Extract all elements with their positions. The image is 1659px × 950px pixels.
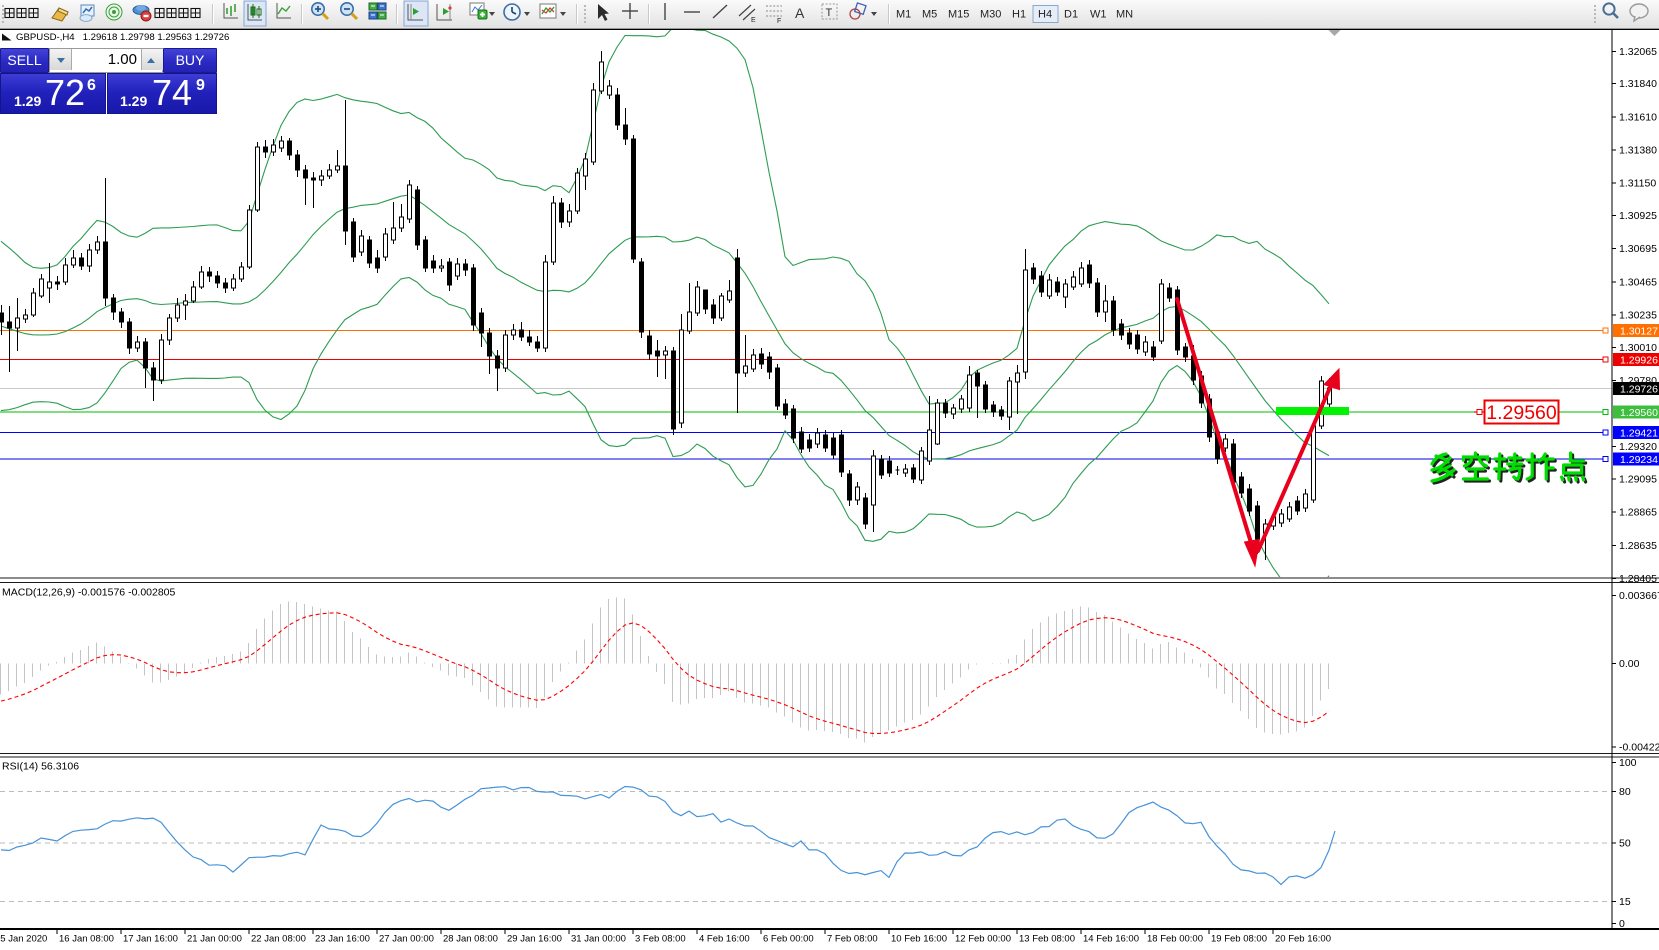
svg-text:1.31840: 1.31840 bbox=[1619, 78, 1657, 90]
svg-text:M5: M5 bbox=[922, 9, 937, 21]
svg-text:100: 100 bbox=[1619, 757, 1637, 769]
svg-text:1.28635: 1.28635 bbox=[1619, 540, 1657, 552]
svg-text:1.30127: 1.30127 bbox=[1620, 325, 1658, 337]
svg-text:1.29095: 1.29095 bbox=[1619, 474, 1657, 486]
svg-text:1.29560: 1.29560 bbox=[1620, 407, 1658, 419]
svg-text:15 Jan 2020: 15 Jan 2020 bbox=[0, 934, 47, 945]
svg-text:16 Jan 08:00: 16 Jan 08:00 bbox=[59, 934, 114, 945]
svg-text:T: T bbox=[826, 7, 833, 19]
svg-text:D1: D1 bbox=[1064, 9, 1078, 21]
svg-text:1.28865: 1.28865 bbox=[1619, 507, 1657, 519]
svg-text:3 Feb 08:00: 3 Feb 08:00 bbox=[635, 934, 686, 945]
svg-text:23 Jan 16:00: 23 Jan 16:00 bbox=[315, 934, 370, 945]
svg-text:H1: H1 bbox=[1012, 9, 1026, 21]
svg-text:RSI(14) 56.3106: RSI(14) 56.3106 bbox=[2, 761, 79, 773]
svg-text:20 Feb 16:00: 20 Feb 16:00 bbox=[1275, 934, 1331, 945]
svg-text:W1: W1 bbox=[1090, 9, 1107, 21]
svg-text:1.31380: 1.31380 bbox=[1619, 145, 1657, 157]
svg-text:M1: M1 bbox=[896, 9, 911, 21]
svg-text:F: F bbox=[777, 18, 781, 25]
svg-text:12 Feb 00:00: 12 Feb 00:00 bbox=[955, 934, 1011, 945]
svg-text:28 Jan 08:00: 28 Jan 08:00 bbox=[443, 934, 498, 945]
svg-text:18 Feb 00:00: 18 Feb 00:00 bbox=[1147, 934, 1203, 945]
svg-text:1.29926: 1.29926 bbox=[1620, 354, 1658, 366]
svg-text:MACD(12,26,9) -0.001576 -0.002: MACD(12,26,9) -0.001576 -0.002805 bbox=[2, 587, 176, 599]
svg-text:17 Jan 16:00: 17 Jan 16:00 bbox=[123, 934, 178, 945]
svg-text:1.30465: 1.30465 bbox=[1619, 276, 1657, 288]
svg-text:50: 50 bbox=[1619, 838, 1631, 850]
svg-text:80: 80 bbox=[1619, 786, 1631, 798]
svg-text:22 Jan 08:00: 22 Jan 08:00 bbox=[251, 934, 306, 945]
svg-text:27 Jan 00:00: 27 Jan 00:00 bbox=[379, 934, 434, 945]
svg-text:29 Jan 16:00: 29 Jan 16:00 bbox=[507, 934, 562, 945]
svg-text:1.29726: 1.29726 bbox=[1620, 383, 1658, 395]
svg-text:15: 15 bbox=[1619, 896, 1631, 908]
svg-text:H4: H4 bbox=[1038, 9, 1052, 21]
svg-text:0.003667: 0.003667 bbox=[1619, 590, 1659, 602]
svg-text:M15: M15 bbox=[948, 9, 969, 21]
svg-text:MN: MN bbox=[1116, 9, 1133, 21]
svg-text:21 Jan 00:00: 21 Jan 00:00 bbox=[187, 934, 242, 945]
svg-text:A: A bbox=[795, 5, 805, 21]
svg-text:1.29560: 1.29560 bbox=[1486, 402, 1557, 424]
svg-text:GBPUSD-,H4 1.29618 1.29798 1: GBPUSD-,H4 1.29618 1.29798 1.29563 1.297… bbox=[16, 32, 229, 43]
svg-text:1.29234: 1.29234 bbox=[1620, 454, 1658, 466]
svg-text:1.31610: 1.31610 bbox=[1619, 111, 1657, 123]
svg-text:1.31150: 1.31150 bbox=[1619, 178, 1656, 190]
svg-text:7 Feb 08:00: 7 Feb 08:00 bbox=[827, 934, 878, 945]
svg-text:4 Feb 16:00: 4 Feb 16:00 bbox=[699, 934, 750, 945]
svg-text:1.32065: 1.32065 bbox=[1619, 46, 1657, 58]
svg-text:M30: M30 bbox=[980, 9, 1001, 21]
svg-text:6 Feb 00:00: 6 Feb 00:00 bbox=[763, 934, 814, 945]
svg-text:14 Feb 16:00: 14 Feb 16:00 bbox=[1083, 934, 1139, 945]
svg-text:-0.00422: -0.00422 bbox=[1619, 742, 1659, 754]
svg-text:10 Feb 16:00: 10 Feb 16:00 bbox=[891, 934, 947, 945]
svg-text:19 Feb 08:00: 19 Feb 08:00 bbox=[1211, 934, 1267, 945]
svg-text:1.29320: 1.29320 bbox=[1619, 441, 1657, 453]
svg-text:1.30235: 1.30235 bbox=[1619, 309, 1657, 321]
svg-text:E: E bbox=[751, 17, 756, 24]
svg-text:1.29421: 1.29421 bbox=[1620, 427, 1658, 439]
svg-text:0: 0 bbox=[1619, 918, 1625, 930]
svg-text:1.30695: 1.30695 bbox=[1619, 243, 1657, 255]
svg-text:1.28405: 1.28405 bbox=[1619, 573, 1657, 585]
svg-text:0.00: 0.00 bbox=[1619, 658, 1640, 670]
svg-text:1.30010: 1.30010 bbox=[1619, 342, 1657, 354]
svg-text:1.30925: 1.30925 bbox=[1619, 210, 1657, 222]
svg-text:31 Jan 00:00: 31 Jan 00:00 bbox=[571, 934, 626, 945]
svg-text:13 Feb 08:00: 13 Feb 08:00 bbox=[1019, 934, 1075, 945]
